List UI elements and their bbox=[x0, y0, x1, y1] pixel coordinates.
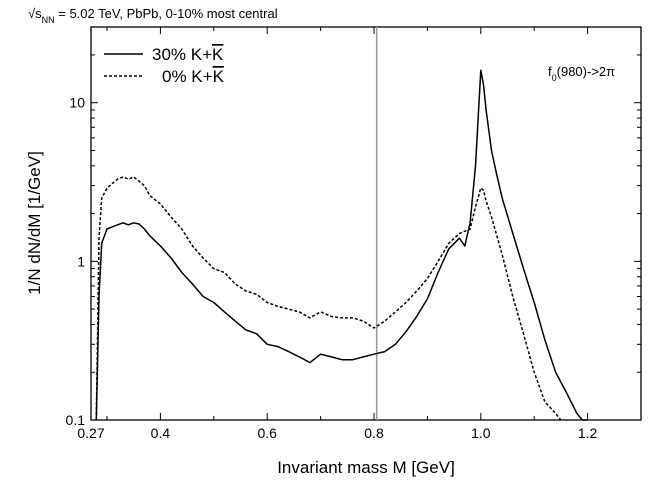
series-line-1 bbox=[95, 69, 588, 421]
x-axis-ticks: 0.27 0.4 0.6 0.8 1.0 1.2 bbox=[77, 27, 598, 441]
x-tick-label: 0.6 bbox=[257, 425, 277, 441]
x-tick-label: 1.2 bbox=[578, 425, 598, 441]
series-group bbox=[95, 69, 588, 421]
plot-frame bbox=[90, 26, 642, 421]
x-axis-title: Invariant mass M [GeV] bbox=[277, 458, 455, 477]
x-tick-label: 0.8 bbox=[364, 425, 384, 441]
legend-label-series-2: 0% K+K bbox=[162, 67, 225, 86]
x-tick-label: 0.4 bbox=[151, 425, 171, 441]
y-tick-label: 10 bbox=[69, 95, 85, 111]
y-tick-label: 0.1 bbox=[66, 412, 86, 428]
x-tick-label: 0.27 bbox=[77, 425, 104, 441]
chart-title: √sNN = 5.02 TeV, PbPb, 0-10% most centra… bbox=[28, 6, 278, 25]
legend-label-series-1: 30% K+K bbox=[152, 45, 224, 64]
y-axis-ticks: 0.1 1 10 bbox=[66, 26, 641, 428]
series-line-2 bbox=[95, 176, 562, 421]
legend: 30% K+K 0% K+K bbox=[104, 45, 225, 86]
y-tick-label: 1 bbox=[77, 253, 85, 269]
x-tick-label: 1.0 bbox=[471, 425, 491, 441]
annotation-label: f0(980)->2π bbox=[548, 64, 615, 83]
y-axis-title: 1/N dN/dM [1/GeV] bbox=[25, 151, 44, 295]
